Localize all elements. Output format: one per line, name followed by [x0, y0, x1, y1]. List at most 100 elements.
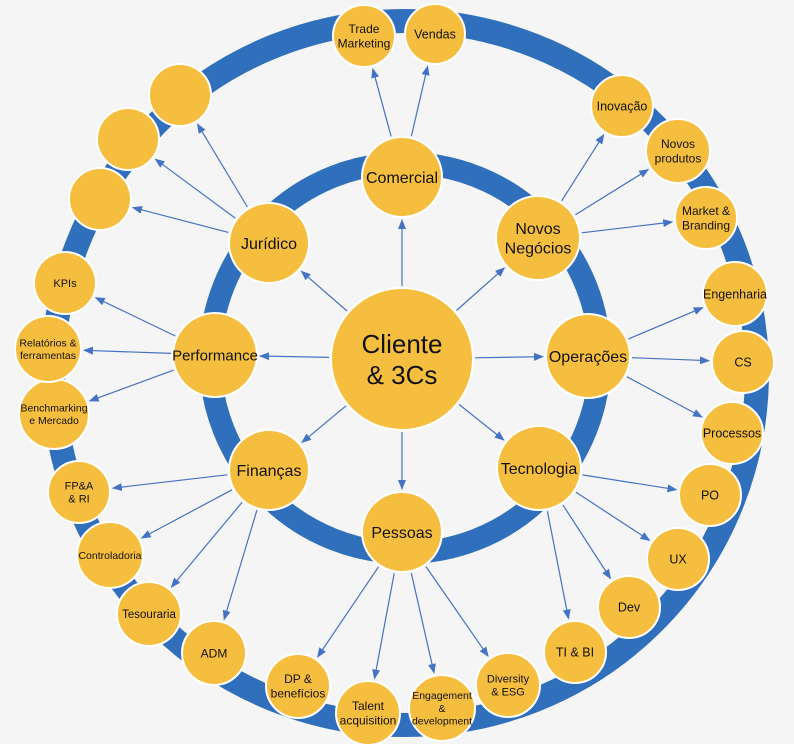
- center-node-center-circle: [330, 287, 474, 431]
- subarea-node-talent-label-line-1: Talent: [352, 699, 385, 713]
- subarea-node-po-circle: [678, 463, 742, 527]
- subarea-node-novos-produtos-label-line-2: produtos: [655, 152, 702, 166]
- area-node-novos-label-line-2: Negócios: [505, 240, 572, 257]
- arrow-performance-to-benchmarking: [88, 369, 174, 402]
- subarea-node-tesouraria-circle: [116, 581, 182, 647]
- area-node-tecnologia-label-line-1: Tecnologia: [501, 461, 578, 478]
- subarea-node-trade-label-line-2: Marketing: [338, 37, 391, 51]
- subarea-node-novos-produtos-circle: [645, 118, 711, 184]
- subarea-node-vendas: Vendas: [404, 3, 466, 65]
- arrow-juridico-to-blank-2: [154, 158, 236, 219]
- subarea-node-diversity-circle: [475, 652, 541, 718]
- center-node-center-label-line-2: & 3Cs: [367, 360, 438, 390]
- arrow-center-to-operacoes: [474, 352, 544, 361]
- arrow-performance-to-kpis: [94, 297, 176, 337]
- subarea-node-benchmarking-label-line-2: e Mercado: [29, 415, 79, 427]
- subarea-node-engenharia-circle: [702, 261, 768, 327]
- subarea-node-vendas-label-line-1: Vendas: [414, 28, 456, 42]
- subarea-node-controladoria-label-line-1: Controladoria: [78, 550, 141, 562]
- subarea-node-ux: UX: [646, 527, 710, 591]
- subarea-node-dev-label-line-1: Dev: [618, 601, 641, 615]
- arrow-pessoas-to-dp: [317, 566, 379, 658]
- arrow-center-to-juridico: [300, 270, 348, 312]
- arrow-tecnologia-to-dev: [562, 504, 612, 580]
- arrow-novos-to-inovacao: [561, 133, 605, 202]
- area-node-operacoes-circle: [545, 313, 631, 399]
- arrow-comercial-to-trade: [371, 67, 392, 137]
- arrow-operacoes-to-engenharia: [628, 307, 704, 340]
- arrows-layer: [83, 65, 710, 680]
- subarea-node-talent-circle: [335, 680, 401, 744]
- subarea-node-blank-2: [96, 107, 160, 171]
- area-node-tecnologia-circle: [496, 425, 582, 511]
- subarea-node-relatorios-label-line-2: ferramentas: [20, 350, 76, 362]
- subarea-node-tesouraria-label-line-1: Tesouraria: [122, 609, 176, 621]
- area-node-pessoas-label-line-1: Pessoas: [371, 525, 432, 542]
- arrow-pessoas-to-diversity: [425, 566, 489, 658]
- subarea-node-kpis: KPIs: [33, 251, 97, 315]
- subarea-node-blank-1: [68, 167, 132, 231]
- arrow-juridico-to-blank-1: [131, 205, 229, 233]
- arrow-financas-to-controladoria: [140, 489, 233, 539]
- subarea-node-engagement-circle: [408, 674, 476, 742]
- area-node-performance-circle: [172, 312, 258, 398]
- subarea-node-dp-label-line-2: benefícios: [271, 687, 326, 701]
- subarea-node-trade-label-line-1: Trade: [349, 22, 380, 36]
- subarea-node-market-circle: [674, 186, 738, 250]
- subarea-node-diversity-label-line-2: & ESG: [491, 687, 525, 699]
- subarea-node-fpa-label-line-2: & RI: [68, 494, 89, 506]
- area-node-comercial-label-line-1: Comercial: [366, 170, 438, 187]
- subarea-node-engenharia: Engenharia: [702, 261, 768, 327]
- area-node-financas-circle: [228, 429, 310, 511]
- area-node-operacoes: Operações: [545, 313, 631, 399]
- area-node-financas: Finanças: [228, 429, 310, 511]
- subarea-node-talent-label-line-2: acquisition: [340, 714, 397, 728]
- subarea-node-ux-label-line-1: UX: [669, 553, 687, 567]
- subarea-node-dp-label-line-1: DP &: [284, 672, 312, 686]
- subarea-node-fpa-circle: [47, 460, 111, 524]
- area-node-novos: Novos Negócios: [495, 195, 581, 281]
- arrow-novos-to-market: [581, 219, 674, 234]
- subarea-node-relatorios-circle: [14, 315, 82, 383]
- arrow-novos-to-novos-produtos: [575, 168, 650, 216]
- arrow-center-to-financas: [301, 405, 347, 444]
- arrow-financas-to-fpa: [111, 474, 228, 492]
- arrow-pessoas-to-engagement: [410, 572, 436, 674]
- area-node-juridico-circle: [228, 202, 310, 284]
- nodes-layer: Cliente& 3Cs Comercial Novos Negócios Operaç…: [14, 3, 775, 744]
- area-node-pessoas-circle: [361, 491, 443, 573]
- area-node-performance-label-line-1: Performance: [172, 347, 258, 364]
- subarea-node-engagement-label-line-3: development: [412, 715, 472, 727]
- subarea-node-engenharia-label-line-1: Engenharia: [703, 288, 767, 302]
- center-node-center-label-line-1: Cliente: [362, 329, 443, 359]
- subarea-node-inovacao-label-line-1: Inovação: [597, 100, 648, 114]
- arrow-tecnologia-to-ux: [575, 491, 651, 541]
- subarea-node-market: Market &Branding: [674, 186, 738, 250]
- subarea-node-market-label-line-2: Branding: [682, 219, 730, 233]
- area-node-juridico: Jurídico: [228, 202, 310, 284]
- arrow-operacoes-to-cs: [631, 356, 710, 365]
- subarea-node-dev: Dev: [597, 575, 661, 639]
- arrow-center-to-novos: [456, 267, 506, 311]
- subarea-node-diversity: Diversity & ESG: [475, 652, 541, 718]
- area-node-financas-label-line-1: Finanças: [237, 463, 302, 480]
- subarea-node-ti-bi: TI & BI: [543, 620, 607, 684]
- subarea-node-kpis-circle: [33, 251, 97, 315]
- area-node-tecnologia: Tecnologia: [496, 425, 582, 511]
- subarea-node-ti-bi-circle: [543, 620, 607, 684]
- area-node-comercial: Comercial: [361, 136, 443, 218]
- subarea-node-controladoria: Controladoria: [76, 521, 144, 589]
- arrow-comercial-to-vendas: [410, 65, 430, 137]
- subarea-node-engagement: Engagement&development: [408, 674, 476, 742]
- subarea-node-fpa: FP&A & RI: [47, 460, 111, 524]
- subarea-node-fpa-label-line-1: FP&A: [65, 480, 94, 492]
- subarea-node-inovacao: Inovação: [590, 74, 654, 138]
- arrow-tecnologia-to-ti-bi: [546, 511, 571, 620]
- area-node-juridico-label-line-1: Jurídico: [241, 236, 297, 253]
- arrow-center-to-performance: [259, 352, 330, 361]
- arrow-financas-to-adm: [222, 510, 258, 621]
- subarea-node-processos-label-line-1: Processos: [703, 427, 761, 441]
